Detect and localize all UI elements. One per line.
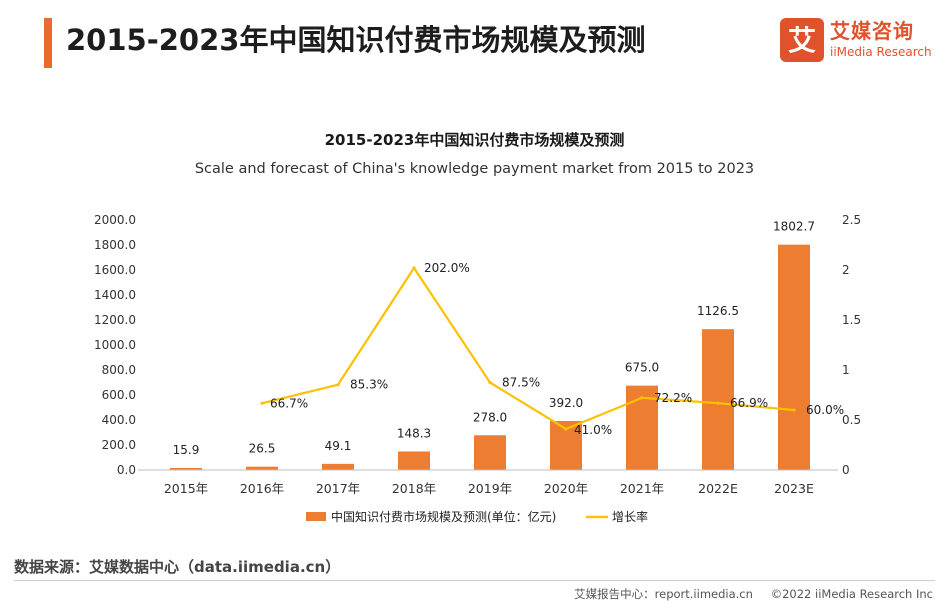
growth-rate-label: 202.0% xyxy=(424,261,470,275)
x-tick-label: 2020年 xyxy=(544,481,588,496)
bar xyxy=(398,451,430,470)
bar-value-label: 675.0 xyxy=(625,361,659,375)
y-left-tick-label: 2000.0 xyxy=(94,213,136,227)
y-left-tick-label: 1600.0 xyxy=(94,263,136,277)
bar-value-label: 278.0 xyxy=(473,410,507,424)
x-tick-label: 2023E xyxy=(774,481,814,496)
y-left-tick-label: 1000.0 xyxy=(94,338,136,352)
x-tick-label: 2017年 xyxy=(316,481,360,496)
svg-text:艾: 艾 xyxy=(788,24,816,57)
bar xyxy=(778,244,810,470)
y-right-tick-label: 1.5 xyxy=(842,313,861,327)
growth-rate-label: 66.7% xyxy=(270,396,308,410)
x-tick-label: 2022E xyxy=(698,481,738,496)
y-left-tick-label: 1800.0 xyxy=(94,238,136,252)
growth-rate-label: 72.2% xyxy=(654,391,692,405)
bar xyxy=(170,468,202,470)
growth-rate-point xyxy=(792,408,796,412)
growth-rate-label: 41.0% xyxy=(574,423,612,437)
growth-rate-point xyxy=(716,401,720,405)
logo-text-cn: 艾媒咨询 xyxy=(830,19,914,43)
iimedia-logo: 艾 艾媒咨询 iiMedia Research xyxy=(780,18,940,64)
growth-rate-point xyxy=(412,266,416,270)
y-left-tick-label: 200.0 xyxy=(102,438,136,452)
legend-label-growth-rate: 增长率 xyxy=(612,509,648,524)
bar xyxy=(474,435,506,470)
y-left-tick-label: 400.0 xyxy=(102,413,136,427)
bar-value-label: 26.5 xyxy=(249,442,276,456)
growth-rate-point xyxy=(488,380,492,385)
bar-value-label: 392.0 xyxy=(549,396,583,410)
chart-title: 2015-2023年中国知识付费市场规模及预测 xyxy=(324,131,625,149)
bar-value-label: 1126.5 xyxy=(697,304,739,318)
growth-rate-label: 85.3% xyxy=(350,378,388,392)
title-accent-bar xyxy=(44,18,52,68)
footer-report-link[interactable]: 艾媒报告中心：report.iimedia.cn xyxy=(574,587,753,601)
bar xyxy=(322,463,354,470)
logo-text-en: iiMedia Research xyxy=(830,45,932,59)
iimedia-logo-mark-icon: 艾 xyxy=(780,18,824,62)
y-left-tick-label: 1200.0 xyxy=(94,313,136,327)
y-left-tick-label: 800.0 xyxy=(102,363,136,377)
page-title: 2015-2023年中国知识付费市场规模及预测 xyxy=(66,23,646,57)
legend-label-market-size: 中国知识付费市场规模及预测(单位：亿元) xyxy=(331,509,556,524)
y-right-tick-label: 0.5 xyxy=(842,413,861,427)
y-left-tick-label: 1400.0 xyxy=(94,288,136,302)
growth-rate-line xyxy=(261,266,795,431)
growth-rate-label: 66.9% xyxy=(730,396,768,410)
y-right-tick-label: 0 xyxy=(842,463,850,477)
growth-rate-point xyxy=(564,427,568,431)
y-right-tick-label: 2 xyxy=(842,263,850,277)
bar-value-label: 15.9 xyxy=(173,443,200,457)
y-right-tick-label: 2.5 xyxy=(842,213,861,227)
y-left-tick-label: 0.0 xyxy=(117,463,136,477)
bar-value-label: 148.3 xyxy=(397,426,431,440)
footer-divider xyxy=(14,580,935,581)
growth-rate-point xyxy=(260,401,264,405)
x-tick-label: 2018年 xyxy=(392,481,436,496)
x-tick-label: 2019年 xyxy=(468,481,512,496)
x-tick-label: 2015年 xyxy=(164,481,208,496)
growth-rate-label: 87.5% xyxy=(502,376,540,390)
y-right-tick-label: 1 xyxy=(842,363,850,377)
data-source: 数据来源：艾媒数据中心（data.iimedia.cn） xyxy=(14,558,341,576)
bar-value-label: 1802.7 xyxy=(773,220,815,234)
y-left-tick-label: 600.0 xyxy=(102,388,136,402)
x-tick-label: 2021年 xyxy=(620,481,664,496)
footer: 艾媒报告中心：report.iimedia.cn ©2022 iiMedia R… xyxy=(560,586,933,602)
legend-swatch-market-size xyxy=(306,512,326,521)
footer-copyright: ©2022 iiMedia Research Inc xyxy=(770,587,933,601)
chart-subtitle: Scale and forecast of China's knowledge … xyxy=(194,161,755,177)
x-tick-label: 2016年 xyxy=(240,481,284,496)
bar xyxy=(702,329,734,470)
growth-rate-point xyxy=(640,396,644,400)
bar xyxy=(626,385,658,470)
growth-rate-point xyxy=(336,383,340,387)
growth-rate-label: 60.0% xyxy=(806,403,844,417)
bar-value-label: 49.1 xyxy=(325,439,352,453)
bar xyxy=(246,466,278,470)
